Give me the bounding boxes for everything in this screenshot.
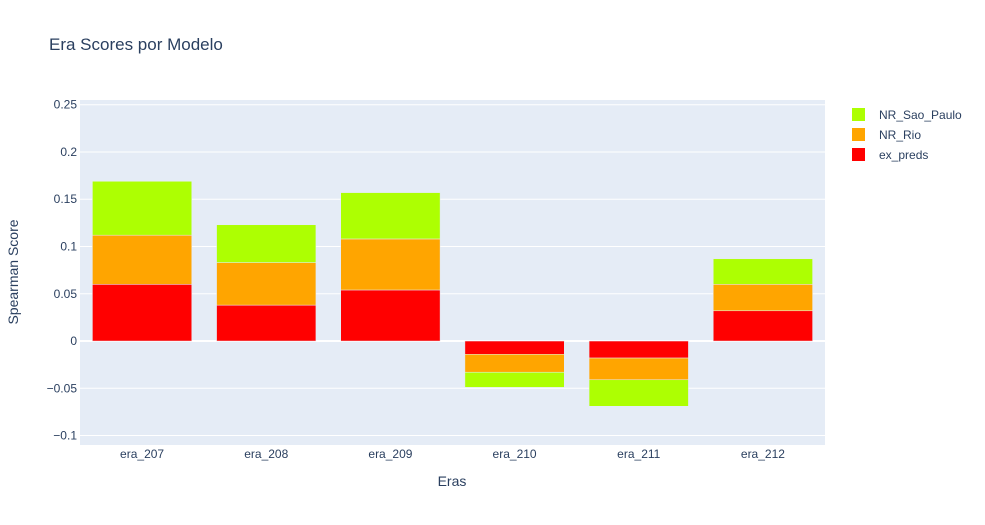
x-tick-labels: era_207 era_208 era_209 era_210 era_211 era_2…: [120, 447, 785, 461]
y-tick-label: −0.1: [53, 429, 77, 443]
bars: [92, 181, 813, 407]
bar-segment[interactable]: [216, 262, 317, 306]
x-tick-label: era_209: [368, 447, 412, 461]
x-tick-label: era_211: [617, 447, 660, 461]
bar-segment[interactable]: [464, 354, 565, 373]
bar-segment[interactable]: [713, 258, 813, 285]
bar-segment[interactable]: [216, 304, 317, 342]
bar-segment[interactable]: [92, 181, 192, 236]
bar-segment[interactable]: [92, 284, 192, 342]
gridlines: [80, 104, 825, 437]
bar-segment[interactable]: [340, 192, 441, 240]
y-tick-label: −0.05: [47, 381, 78, 395]
chart-title: Era Scores por Modelo: [49, 35, 223, 54]
y-tick-label: 0.05: [54, 287, 78, 301]
x-tick-label: era_210: [493, 447, 537, 461]
legend-item[interactable]: NR_Sao_Paulo: [852, 108, 962, 122]
y-tick-label: 0: [70, 334, 77, 348]
bar-segment[interactable]: [340, 238, 441, 291]
bar-segment[interactable]: [588, 357, 689, 381]
bar-segment[interactable]: [464, 340, 565, 355]
bar-segment[interactable]: [713, 284, 813, 312]
legend-swatch: [852, 148, 865, 161]
x-tick-label: era_208: [244, 447, 288, 461]
bar-segment[interactable]: [588, 379, 689, 407]
plot-area: [80, 100, 825, 445]
legend-swatch: [852, 108, 865, 121]
y-axis-title: Spearman Score: [5, 219, 21, 324]
bar-segment[interactable]: [713, 310, 813, 342]
legend-label: ex_preds: [879, 148, 928, 162]
x-tick-label: era_207: [120, 447, 164, 461]
bar-segment[interactable]: [216, 224, 317, 263]
x-axis-title: Eras: [438, 473, 467, 489]
y-tick-label: 0.15: [54, 192, 78, 206]
y-tick-label: 0.1: [60, 240, 77, 254]
legend-label: NR_Rio: [879, 128, 921, 142]
y-tick-labels: −0.1 −0.05 0 0.05 0.1 0.15 0.2 0.25: [47, 98, 78, 443]
bar-segment[interactable]: [464, 371, 565, 388]
y-tick-label: 0.25: [54, 98, 78, 112]
legend-swatch: [852, 128, 865, 141]
bar-segment[interactable]: [588, 340, 689, 359]
legend-item[interactable]: ex_preds: [852, 148, 928, 162]
legend[interactable]: NR_Sao_Paulo NR_Rio ex_preds: [852, 108, 962, 162]
legend-label: NR_Sao_Paulo: [879, 108, 962, 122]
legend-item[interactable]: NR_Rio: [852, 128, 921, 142]
bar-segment[interactable]: [92, 234, 192, 285]
y-tick-label: 0.2: [60, 145, 77, 159]
x-tick-label: era_212: [741, 447, 785, 461]
bar-segment[interactable]: [340, 289, 441, 342]
